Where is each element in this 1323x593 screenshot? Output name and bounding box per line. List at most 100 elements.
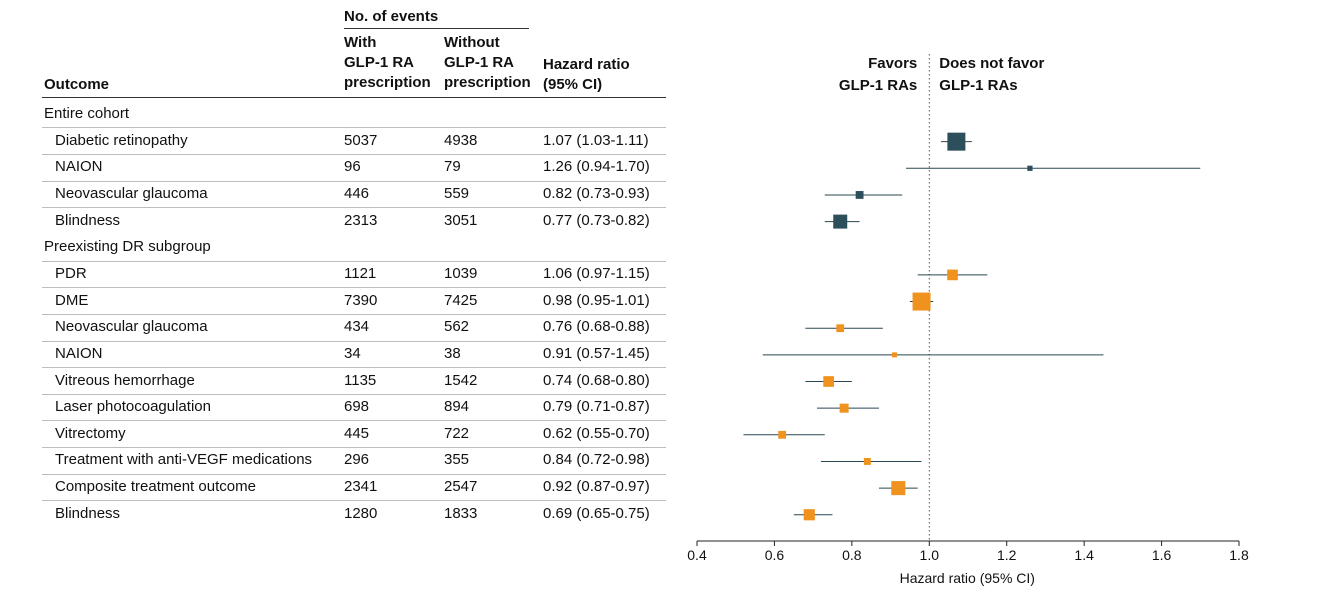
hazard-ratio-value: 0.91 (0.57-1.45) <box>543 344 650 362</box>
row-divider <box>42 500 666 501</box>
row-divider <box>42 367 666 368</box>
without-count: 559 <box>444 184 470 202</box>
outcome-label: Blindness <box>55 504 121 522</box>
favors-glp1-label: GLP-1 RAs <box>839 77 917 94</box>
with-count: 1135 <box>344 371 377 389</box>
x-tick-label: 1.6 <box>1152 547 1172 563</box>
point-estimate-marker <box>839 403 849 413</box>
without-count: 894 <box>444 398 470 416</box>
with-count: 34 <box>344 344 361 362</box>
without-count: 3051 <box>444 211 478 229</box>
point-estimate-marker <box>891 481 906 496</box>
x-tick-label: 1.2 <box>997 547 1017 563</box>
outcome-label: Neovascular glaucoma <box>55 318 208 336</box>
outcome-label: Blindness <box>55 211 121 229</box>
hr-column-header: Hazard ratio <box>543 56 630 73</box>
point-estimate-marker <box>803 509 815 521</box>
without-count: 1039 <box>444 264 478 282</box>
with-count: 445 <box>344 424 370 442</box>
row-divider <box>42 181 666 182</box>
x-tick-label: 0.6 <box>765 547 785 563</box>
without-count: 38 <box>444 344 461 362</box>
row-divider <box>42 127 666 128</box>
with-count: 434 <box>344 318 370 336</box>
point-estimate-marker <box>912 292 931 311</box>
with-count: 96 <box>344 158 361 176</box>
row-divider <box>42 261 666 262</box>
without-column-header: prescription <box>444 74 531 91</box>
hr-column-header: (95% CI) <box>543 76 603 93</box>
with-count: 7390 <box>344 291 378 309</box>
outcome-column-header: Outcome <box>44 76 110 93</box>
without-column-header: GLP-1 RA <box>444 54 515 71</box>
point-estimate-marker <box>891 352 897 358</box>
hazard-ratio-value: 0.98 (0.95-1.01) <box>543 291 650 309</box>
hazard-ratio-value: 0.62 (0.55-0.70) <box>543 424 650 442</box>
without-count: 2547 <box>444 478 478 496</box>
hazard-ratio-value: 1.07 (1.03-1.11) <box>543 131 649 149</box>
point-estimate-marker <box>836 324 845 333</box>
without-count: 79 <box>444 158 461 176</box>
outcome-label: Treatment with anti-VEGF medications <box>55 451 313 469</box>
hazard-ratio-value: 0.84 (0.72-0.98) <box>543 451 650 469</box>
with-count: 1280 <box>344 504 378 522</box>
hazard-ratio-value: 1.06 (0.97-1.15) <box>543 264 650 282</box>
outcome-label: Neovascular glaucoma <box>55 184 208 202</box>
hazard-ratio-value: 0.82 (0.73-0.93) <box>543 184 650 202</box>
hazard-ratio-value: 0.76 (0.68-0.88) <box>543 318 650 336</box>
hazard-ratio-value: 0.69 (0.65-0.75) <box>543 504 650 522</box>
row-divider <box>42 341 666 342</box>
events-group-header: No. of events <box>344 8 439 25</box>
outcome-label: NAION <box>55 158 103 176</box>
row-divider <box>42 207 666 208</box>
row-divider <box>42 420 666 421</box>
point-estimate-marker <box>947 132 966 151</box>
with-count: 2341 <box>344 478 378 496</box>
x-tick-label: 0.4 <box>687 547 707 563</box>
point-estimate-marker <box>778 430 787 439</box>
row-divider <box>42 287 666 288</box>
without-count: 1542 <box>444 371 478 389</box>
with-count: 1121 <box>344 264 377 282</box>
header-rule <box>42 97 666 98</box>
row-divider <box>42 154 666 155</box>
hazard-ratio-value: 0.74 (0.68-0.80) <box>543 371 650 389</box>
outcome-label: PDR <box>55 264 87 282</box>
hazard-ratio-value: 0.92 (0.87-0.97) <box>543 478 650 496</box>
outcome-label: DME <box>55 291 89 309</box>
outcome-label: Vitrectomy <box>55 424 126 442</box>
without-count: 562 <box>444 318 470 336</box>
row-divider <box>42 314 666 315</box>
section-title-1: Preexisting DR subgroup <box>44 238 211 256</box>
without-count: 7425 <box>444 291 478 309</box>
with-column-header: GLP-1 RA <box>344 54 415 71</box>
with-column-header: prescription <box>344 74 431 91</box>
without-count: 4938 <box>444 131 478 149</box>
events-group-rule <box>344 28 529 29</box>
with-count: 446 <box>344 184 370 202</box>
does-not-favor-label: Does not favor <box>939 55 1044 72</box>
with-count: 2313 <box>344 211 378 229</box>
without-count: 355 <box>444 451 470 469</box>
x-tick-label: 1.8 <box>1229 547 1249 563</box>
point-estimate-marker <box>1027 165 1033 171</box>
point-estimate-marker <box>855 191 864 199</box>
with-column-header: With <box>344 34 377 51</box>
does-not-favor-label: GLP-1 RAs <box>939 77 1017 94</box>
hazard-ratio-value: 0.77 (0.73-0.82) <box>543 211 650 229</box>
with-count: 5037 <box>344 131 378 149</box>
without-count: 722 <box>444 424 470 442</box>
outcome-label: Vitreous hemorrhage <box>55 371 195 389</box>
outcome-label: Composite treatment outcome <box>55 478 256 496</box>
x-tick-label: 1.4 <box>1074 547 1094 563</box>
favors-glp1-label: Favors <box>868 55 917 72</box>
x-tick-label: 0.8 <box>842 547 862 563</box>
point-estimate-marker <box>947 269 958 281</box>
without-column-header: Without <box>444 34 500 51</box>
x-axis-label: Hazard ratio (95% CI) <box>900 570 1035 586</box>
hazard-ratio-value: 1.26 (0.94-1.70) <box>543 158 650 176</box>
x-tick-label: 1.0 <box>920 547 940 563</box>
row-divider <box>42 447 666 448</box>
point-estimate-marker <box>863 457 871 465</box>
